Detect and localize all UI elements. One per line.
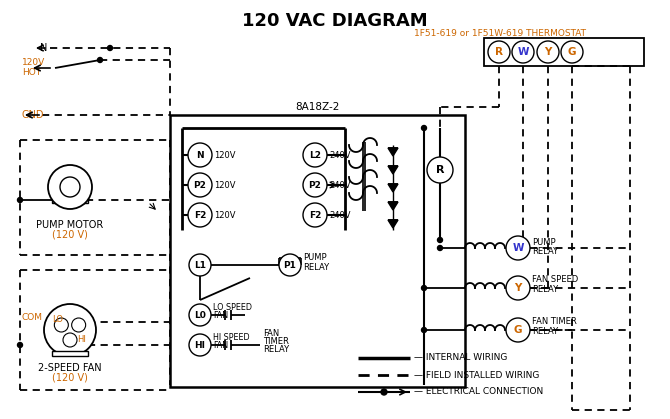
Text: R: R: [495, 47, 503, 57]
Text: 1F51-619 or 1F51W-619 THERMOSTAT: 1F51-619 or 1F51W-619 THERMOSTAT: [414, 28, 586, 37]
Text: RELAY: RELAY: [303, 264, 329, 272]
Text: (120 V): (120 V): [52, 229, 88, 239]
Polygon shape: [388, 184, 398, 192]
Circle shape: [188, 173, 212, 197]
Circle shape: [98, 57, 103, 62]
Text: P2: P2: [309, 181, 322, 189]
Circle shape: [512, 41, 534, 63]
Text: TIMER: TIMER: [263, 336, 289, 346]
Text: L2: L2: [309, 150, 321, 160]
Polygon shape: [388, 220, 398, 228]
Text: P2: P2: [194, 181, 206, 189]
Text: HI SPEED: HI SPEED: [213, 334, 250, 342]
Circle shape: [72, 318, 86, 332]
Text: 2-SPEED FAN: 2-SPEED FAN: [38, 363, 102, 373]
Text: LO: LO: [52, 316, 64, 324]
Circle shape: [488, 41, 510, 63]
Circle shape: [506, 236, 530, 260]
Circle shape: [421, 126, 427, 130]
Text: HOT: HOT: [22, 67, 41, 77]
Circle shape: [303, 203, 327, 227]
Text: P1: P1: [283, 261, 296, 269]
Text: W: W: [517, 47, 529, 57]
Text: F2: F2: [194, 210, 206, 220]
Text: 240V: 240V: [329, 150, 350, 160]
Text: FAN: FAN: [263, 328, 279, 337]
Polygon shape: [388, 202, 398, 210]
Circle shape: [303, 173, 327, 197]
Circle shape: [60, 177, 80, 197]
Text: R: R: [436, 165, 444, 175]
Bar: [52, 351, 88, 356]
Circle shape: [427, 157, 453, 183]
Text: RELAY: RELAY: [532, 285, 558, 295]
Text: Y: Y: [544, 47, 551, 57]
Text: FAN TIMER: FAN TIMER: [532, 318, 577, 326]
Circle shape: [48, 165, 92, 209]
Text: PUMP: PUMP: [532, 238, 555, 246]
Text: Y: Y: [515, 283, 522, 293]
Text: L0: L0: [194, 310, 206, 320]
Text: 8A18Z-2: 8A18Z-2: [295, 102, 340, 112]
Text: G: G: [567, 47, 576, 57]
Text: G: G: [514, 325, 522, 335]
Text: 120V: 120V: [214, 210, 235, 220]
Circle shape: [188, 203, 212, 227]
Text: RELAY: RELAY: [532, 328, 558, 336]
Circle shape: [44, 304, 96, 356]
Text: W: W: [513, 243, 524, 253]
Circle shape: [189, 254, 211, 276]
Circle shape: [54, 318, 68, 332]
Text: N: N: [40, 43, 48, 53]
Text: — FIELD INSTALLED WIRING: — FIELD INSTALLED WIRING: [414, 370, 539, 380]
Circle shape: [17, 197, 23, 202]
Polygon shape: [388, 148, 398, 156]
Circle shape: [189, 334, 211, 356]
Text: FAN: FAN: [213, 310, 228, 320]
Text: L1: L1: [194, 261, 206, 269]
Circle shape: [188, 143, 212, 167]
Text: F2: F2: [309, 210, 321, 220]
Text: 120 VAC DIAGRAM: 120 VAC DIAGRAM: [242, 12, 428, 30]
Text: LO SPEED: LO SPEED: [213, 303, 252, 313]
Circle shape: [506, 318, 530, 342]
Circle shape: [381, 389, 387, 395]
Text: RELAY: RELAY: [263, 344, 289, 354]
Text: FAN: FAN: [213, 341, 228, 349]
Circle shape: [63, 333, 77, 347]
Text: 120V: 120V: [22, 57, 46, 67]
Text: — ELECTRICAL CONNECTION: — ELECTRICAL CONNECTION: [414, 388, 543, 396]
Text: 240V: 240V: [329, 181, 350, 189]
Circle shape: [438, 238, 442, 243]
Bar: [52, 198, 88, 203]
Circle shape: [189, 304, 211, 326]
Text: (120 V): (120 V): [52, 372, 88, 382]
Circle shape: [506, 276, 530, 300]
Text: PUMP: PUMP: [303, 253, 327, 262]
Circle shape: [107, 46, 113, 51]
Circle shape: [561, 41, 583, 63]
Text: HI: HI: [78, 336, 86, 344]
Circle shape: [537, 41, 559, 63]
Circle shape: [438, 246, 442, 251]
Bar: [170, 115, 465, 387]
Text: N: N: [196, 150, 204, 160]
Circle shape: [279, 254, 301, 276]
Text: RELAY: RELAY: [532, 246, 558, 256]
Text: HI: HI: [194, 341, 206, 349]
Bar: [484, 38, 644, 66]
Text: 240V: 240V: [329, 210, 350, 220]
Circle shape: [17, 342, 23, 347]
Text: 120V: 120V: [214, 150, 235, 160]
Text: GND: GND: [22, 110, 44, 120]
Text: COM: COM: [22, 313, 43, 323]
Text: FAN SPEED: FAN SPEED: [532, 276, 578, 285]
Circle shape: [421, 328, 427, 333]
Circle shape: [303, 143, 327, 167]
Text: 120V: 120V: [214, 181, 235, 189]
Circle shape: [421, 285, 427, 290]
Text: — INTERNAL WIRING: — INTERNAL WIRING: [414, 354, 507, 362]
Polygon shape: [388, 166, 398, 174]
Text: PUMP MOTOR: PUMP MOTOR: [36, 220, 104, 230]
